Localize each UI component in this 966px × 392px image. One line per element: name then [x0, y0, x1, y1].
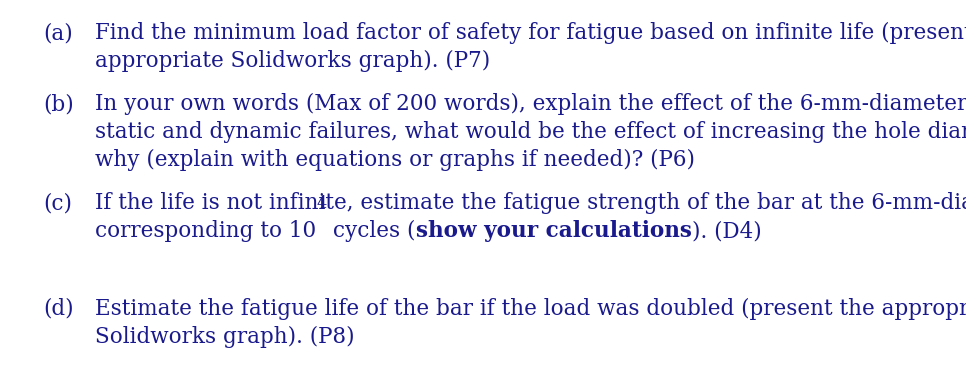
Text: Solidworks graph). (P8): Solidworks graph). (P8) — [95, 326, 355, 348]
Text: cycles (: cycles ( — [327, 220, 415, 242]
Text: In your own words (Max of 200 words), explain the effect of the 6-mm-diameter ho: In your own words (Max of 200 words), ex… — [95, 93, 966, 115]
Text: show your calculations: show your calculations — [415, 220, 692, 242]
Text: 4: 4 — [316, 195, 327, 212]
Text: (b): (b) — [43, 93, 73, 115]
Text: (d): (d) — [43, 298, 73, 320]
Text: corresponding to 10: corresponding to 10 — [95, 220, 316, 242]
Text: (c): (c) — [43, 192, 72, 214]
Text: Find the minimum load factor of safety for fatigue based on infinite life (prese: Find the minimum load factor of safety f… — [95, 22, 966, 44]
Text: Estimate the fatigue life of the bar if the load was doubled (present the approp: Estimate the fatigue life of the bar if … — [95, 298, 966, 320]
Text: (a): (a) — [43, 22, 72, 44]
Text: ). (D4): ). (D4) — [692, 220, 761, 242]
Text: appropriate Solidworks graph). (P7): appropriate Solidworks graph). (P7) — [95, 50, 491, 72]
Text: static and dynamic failures, what would be the effect of increasing the hole dia: static and dynamic failures, what would … — [95, 121, 966, 143]
Text: why (explain with equations or graphs if needed)? (P6): why (explain with equations or graphs if… — [95, 149, 695, 171]
Text: If the life is not infinite, estimate the fatigue strength of the bar at the 6-m: If the life is not infinite, estimate th… — [95, 192, 966, 214]
